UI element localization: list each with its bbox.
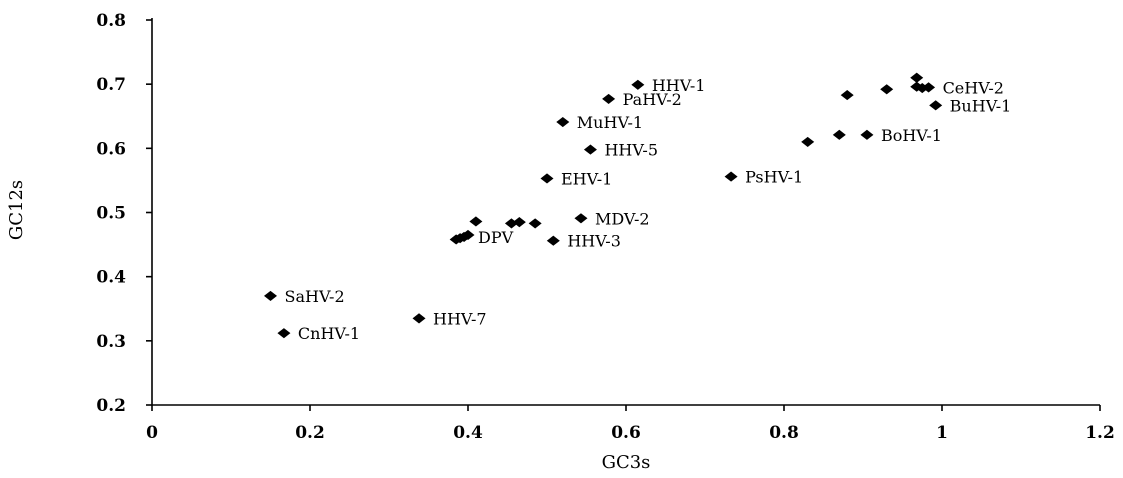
- data-point: [528, 218, 542, 229]
- tick-labels: 0 0.2 0.4 0.6 0.8 1 1.2 0.2 0.3 0.4 0.5 0.6 0.7 0.8: [96, 11, 1114, 443]
- data-point-label: CeHV-2: [943, 78, 1004, 97]
- x-tick-label: 0.8: [769, 423, 799, 443]
- y-tick-label: 0.5: [96, 204, 126, 224]
- y-tick-label: 0.8: [96, 11, 126, 31]
- x-tick-label: 0.6: [611, 423, 641, 443]
- data-point-label: PsHV-1: [745, 168, 803, 187]
- data-point: [631, 79, 645, 90]
- data-point: [915, 82, 929, 94]
- data-point: [461, 229, 475, 241]
- data-point: [556, 116, 570, 128]
- x-tick-label: 1.2: [1085, 423, 1115, 443]
- data-point-label: MDV-2: [595, 209, 650, 228]
- data-point: [860, 129, 874, 140]
- y-tick-label: 0.7: [96, 75, 126, 95]
- data-point-label: BoHV-1: [881, 126, 942, 145]
- data-point: [264, 290, 277, 301]
- data-point: [412, 313, 426, 324]
- data-point: [583, 144, 597, 155]
- data-point: [469, 216, 483, 227]
- data-point: [840, 90, 854, 101]
- data-point: [540, 173, 554, 184]
- data-point-label: HHV-3: [567, 232, 621, 251]
- y-tick-label: 0.3: [96, 332, 126, 352]
- data-point: [801, 136, 815, 147]
- y-tick-label: 0.2: [96, 396, 126, 416]
- x-tick-label: 1: [936, 423, 948, 443]
- data-point-label: MuHV-1: [577, 113, 643, 132]
- x-axis-title: GC3s: [602, 452, 651, 473]
- x-tick-label: 0: [146, 423, 158, 443]
- data-point: [910, 72, 924, 83]
- data-point-label: PaHV-2: [623, 90, 682, 109]
- data-point-label: DPV: [478, 228, 514, 247]
- data-point: [546, 235, 560, 246]
- y-tick-label: 0.6: [96, 139, 126, 159]
- data-point-label: CnHV-1: [298, 324, 360, 343]
- data-point: [922, 82, 936, 93]
- data-point-label: HHV-7: [433, 309, 487, 328]
- data-point-label: HHV-5: [604, 141, 658, 160]
- y-tick-label: 0.4: [96, 268, 126, 288]
- data-point: [574, 213, 588, 224]
- data-point: [602, 93, 616, 104]
- y-axis-title: GC12s: [6, 180, 27, 240]
- x-tick-label: 0.4: [453, 423, 483, 443]
- data-point-label: EHV-1: [561, 169, 612, 188]
- data-point: [929, 100, 943, 111]
- data-point: [880, 84, 894, 95]
- data-point-label: HHV-1: [652, 76, 706, 95]
- data-point-label: SaHV-2: [285, 287, 345, 306]
- data-points: [264, 72, 943, 339]
- ticks: [146, 19, 1101, 411]
- data-point: [512, 217, 526, 228]
- data-point: [832, 129, 846, 140]
- data-point: [277, 328, 291, 339]
- data-point-label: BuHV-1: [950, 96, 1012, 115]
- data-point: [724, 171, 738, 182]
- x-tick-label: 0.2: [295, 423, 325, 443]
